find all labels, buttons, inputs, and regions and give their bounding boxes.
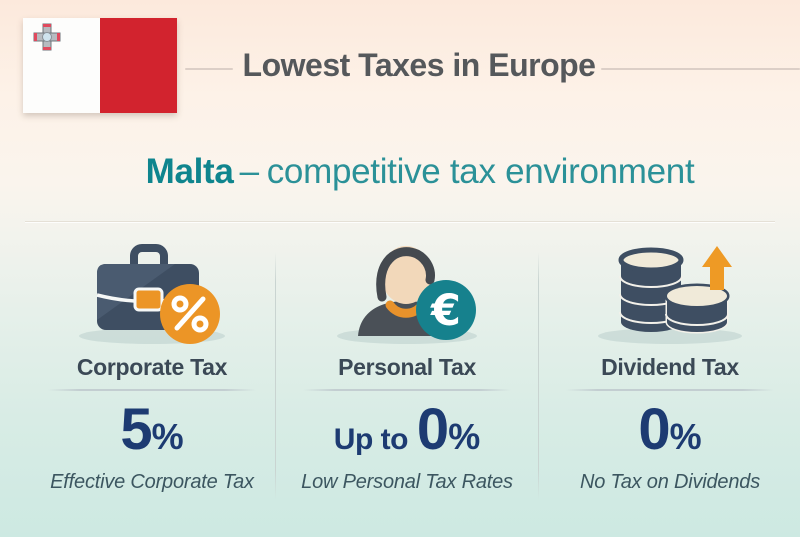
personal-tax-column: € Personal Tax Up to 0% Low Personal Tax … — [287, 240, 527, 494]
corporate-tax-heading: Corporate Tax — [76, 354, 228, 380]
personal-tax-number: 0 — [416, 397, 449, 462]
column-divider-1 — [275, 252, 276, 500]
subtitle: Malta – competitive tax environment — [40, 152, 800, 192]
personal-tax-heading: Personal Tax — [338, 354, 476, 380]
corporate-tax-number: 5 — [120, 397, 152, 462]
subtitle-text: competitive tax environment — [266, 152, 695, 191]
section-divider — [25, 221, 775, 222]
corporate-tax-percent-sign: % — [151, 416, 184, 457]
dividend-tax-rule — [566, 389, 774, 391]
personal-tax-value: Up to 0% — [334, 401, 480, 465]
euro-glyph: € — [430, 286, 461, 336]
personal-tax-prefix: Up to — [333, 423, 409, 456]
corporate-tax-column: Corporate Tax 5% Effective Corporate Tax — [32, 240, 272, 494]
coins-arrow-up-icon — [595, 240, 745, 345]
page-title: Lowest Taxes in Europe — [242, 47, 596, 83]
subtitle-country: Malta — [145, 152, 234, 191]
header-rule-left — [185, 68, 233, 70]
corporate-tax-rule — [48, 389, 256, 391]
header-rule-right — [601, 68, 800, 70]
person-euro-icon: € — [332, 240, 482, 345]
george-cross-icon — [33, 23, 61, 51]
malta-flag — [23, 18, 177, 113]
dividend-tax-percent-sign: % — [669, 416, 702, 457]
dividend-tax-column: Dividend Tax 0% No Tax on Dividends — [550, 240, 790, 494]
personal-tax-percent-sign: % — [448, 416, 481, 457]
dividend-tax-caption: No Tax on Dividends — [579, 471, 760, 493]
subtitle-dash: – — [239, 152, 259, 191]
dividend-tax-heading: Dividend Tax — [601, 354, 739, 380]
corporate-tax-caption: Effective Corporate Tax — [50, 471, 254, 493]
column-divider-2 — [538, 252, 539, 500]
briefcase-percent-icon — [77, 240, 227, 345]
dividend-tax-value: 0% — [638, 401, 701, 465]
corporate-tax-value: 5% — [120, 401, 183, 465]
dividend-tax-number: 0 — [638, 397, 670, 462]
flag-red-half — [100, 18, 177, 113]
flag-white-half — [23, 18, 100, 113]
personal-tax-caption: Low Personal Tax Rates — [301, 471, 513, 493]
arrow-up-glyph — [702, 246, 732, 290]
personal-tax-rule — [303, 389, 511, 391]
